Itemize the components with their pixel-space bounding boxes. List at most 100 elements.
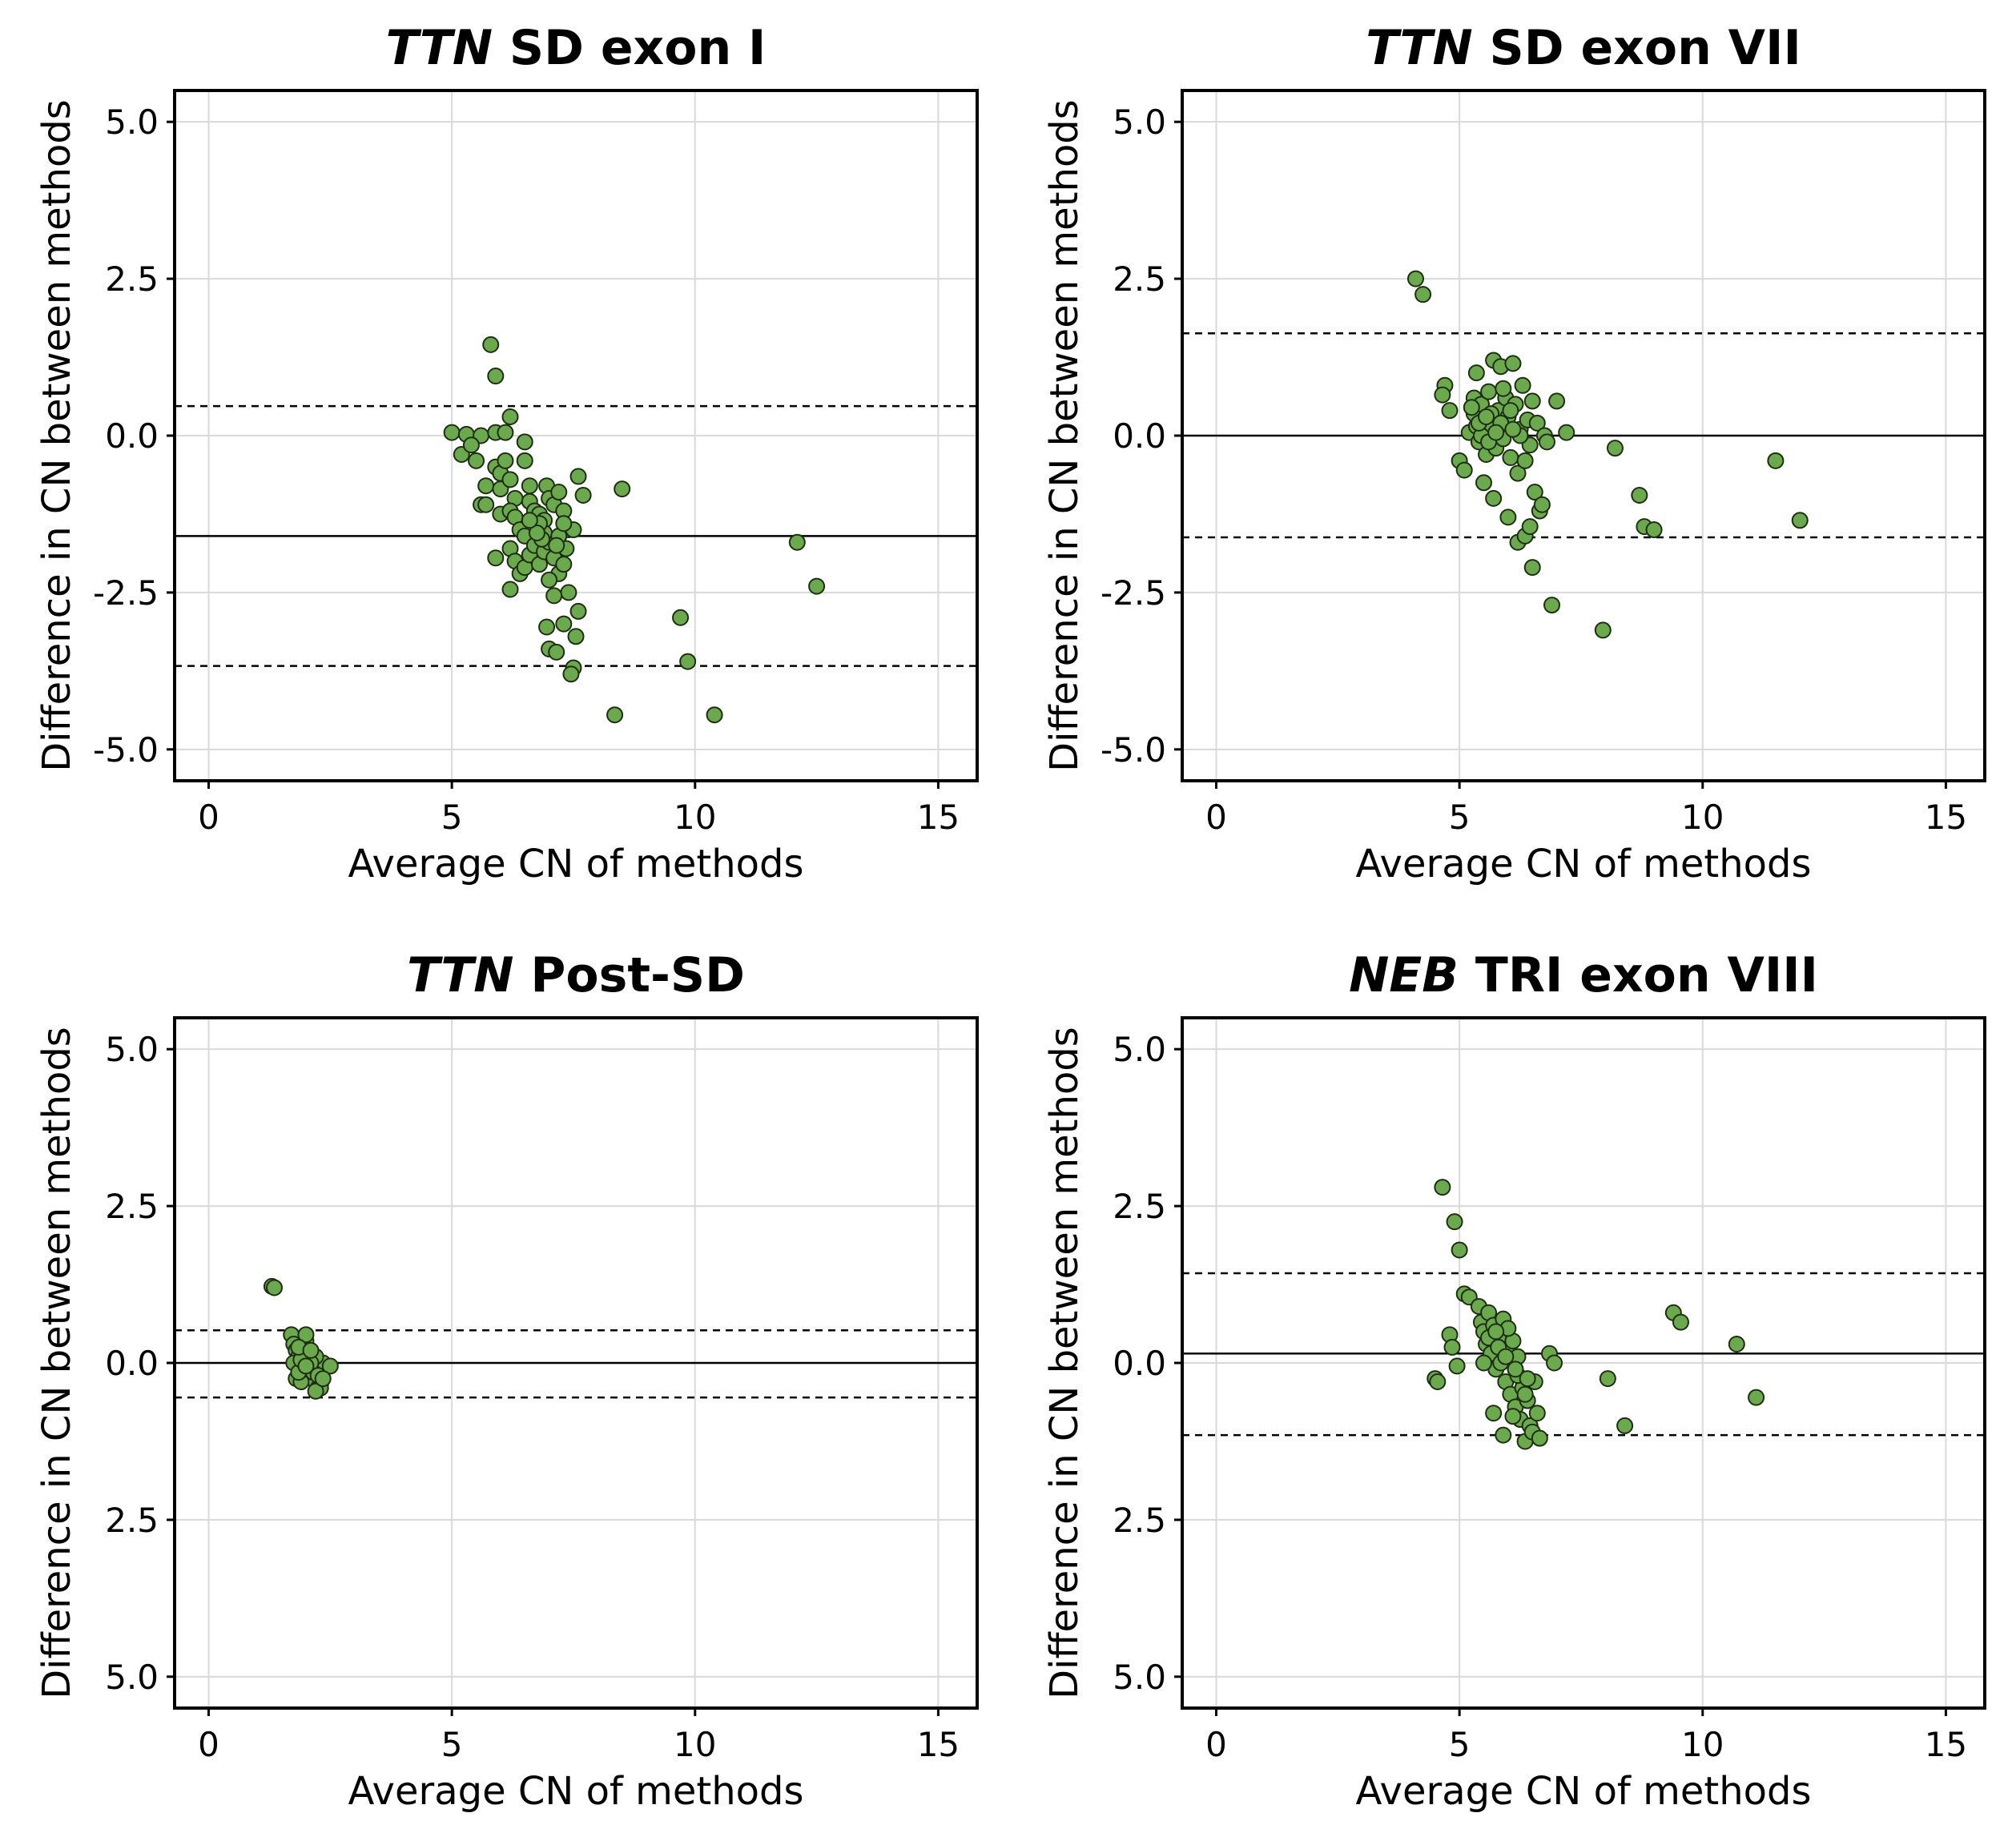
data-point bbox=[1443, 1338, 1461, 1356]
x-axis-label: Average CN of methods bbox=[348, 842, 804, 886]
data-point bbox=[521, 477, 538, 495]
y-tick-label: 0.0 bbox=[105, 1344, 159, 1383]
data-point bbox=[1594, 621, 1612, 639]
data-point bbox=[1767, 452, 1785, 469]
data-point bbox=[1791, 512, 1809, 529]
chart-title-gene: NEB bbox=[1349, 947, 1459, 1003]
data-point bbox=[1502, 402, 1519, 420]
data-point bbox=[497, 424, 514, 441]
data-point bbox=[1528, 414, 1546, 432]
data-point bbox=[1414, 286, 1432, 303]
data-point bbox=[521, 512, 538, 529]
data-point bbox=[1495, 380, 1512, 397]
y-tick-label: 5.0 bbox=[1113, 103, 1166, 142]
data-point bbox=[1631, 486, 1648, 504]
chart-panel-1: 0 5 10 15 5.0 2.5 0.0 -2.5 -5.0 TTN SD exon I Aver… bbox=[34, 20, 979, 886]
y-tick-label: 2.5 bbox=[1113, 259, 1166, 299]
y-axis-label: Difference in CN between methods bbox=[1042, 1027, 1087, 1699]
data-point bbox=[1514, 376, 1531, 394]
data-point bbox=[314, 1370, 332, 1388]
y-tick-label: 0.0 bbox=[1113, 1344, 1166, 1383]
chart-title-region: SD exon I bbox=[493, 20, 766, 76]
x-tick-label: 0 bbox=[198, 1725, 219, 1764]
data-point bbox=[528, 524, 545, 541]
y-tick-label: 0.0 bbox=[1113, 416, 1166, 456]
data-point bbox=[482, 336, 500, 353]
data-point bbox=[1434, 1179, 1451, 1196]
data-point bbox=[307, 1382, 324, 1400]
data-point bbox=[538, 618, 556, 636]
data-point bbox=[1748, 1389, 1765, 1406]
data-point bbox=[501, 581, 519, 598]
data-point bbox=[468, 452, 485, 469]
data-point bbox=[1478, 408, 1495, 425]
data-point bbox=[1728, 1335, 1745, 1353]
chart-panel-3: 0 5 10 15 5.0 2.5 0.0 2.5 5.0 TTN Post-SD Average … bbox=[34, 947, 979, 1814]
chart-title: TTN SD exon VII bbox=[1366, 20, 1801, 76]
data-point bbox=[555, 556, 573, 573]
y-tick-label: 2.5 bbox=[105, 259, 159, 299]
data-point bbox=[1480, 383, 1498, 400]
y-tick-label: 5.0 bbox=[1113, 1030, 1166, 1069]
data-point bbox=[1504, 420, 1522, 438]
data-point bbox=[516, 433, 533, 451]
data-point bbox=[1434, 386, 1451, 404]
data-point bbox=[297, 1326, 315, 1344]
data-point bbox=[1485, 489, 1503, 507]
data-point bbox=[1487, 424, 1505, 441]
y-tick-label: 2.5 bbox=[1113, 1187, 1166, 1226]
y-tick-label: -5.0 bbox=[1101, 730, 1166, 770]
data-point bbox=[560, 584, 577, 601]
x-axis-label: Average CN of methods bbox=[1356, 842, 1812, 886]
data-point bbox=[1548, 392, 1566, 410]
chart-title: TTN SD exon I bbox=[386, 20, 767, 76]
x-tick-label: 0 bbox=[1205, 798, 1227, 837]
y-tick-label: 2.5 bbox=[1113, 1501, 1166, 1540]
data-point bbox=[545, 587, 563, 605]
y-tick-label: 5.0 bbox=[105, 1658, 159, 1697]
data-point bbox=[555, 615, 573, 633]
x-tick-label: 15 bbox=[917, 1725, 960, 1764]
data-point bbox=[614, 480, 631, 498]
data-point bbox=[462, 436, 480, 454]
data-point bbox=[477, 477, 495, 495]
chart-title-region: TRI exon VIII bbox=[1459, 947, 1818, 1003]
data-point bbox=[1497, 1348, 1515, 1365]
data-point bbox=[477, 496, 495, 513]
data-point bbox=[321, 1357, 339, 1375]
chart-panel-4: 0 5 10 15 5.0 2.5 0.0 2.5 5.0 NEB TRI exon VIII Av… bbox=[1042, 947, 1986, 1814]
data-point bbox=[706, 706, 723, 724]
data-point bbox=[1516, 1385, 1534, 1403]
chart-panel-2: 0 5 10 15 5.0 2.5 0.0 -2.5 -5.0 TTN SD exon VII Av… bbox=[1042, 20, 1986, 886]
data-point bbox=[1502, 448, 1519, 466]
data-point bbox=[516, 452, 533, 469]
data-point bbox=[1467, 364, 1485, 382]
data-point bbox=[1606, 440, 1624, 457]
chart-title-region: Post-SD bbox=[514, 947, 745, 1003]
data-point bbox=[548, 537, 565, 554]
data-point bbox=[1429, 1373, 1447, 1391]
y-tick-label: 2.5 bbox=[105, 1187, 159, 1226]
x-tick-label: 5 bbox=[441, 1725, 463, 1764]
x-tick-label: 15 bbox=[1925, 1725, 1967, 1764]
data-point bbox=[1645, 521, 1663, 539]
data-point bbox=[1504, 1408, 1522, 1425]
y-tick-label: 5.0 bbox=[105, 103, 159, 142]
data-point bbox=[679, 653, 697, 670]
y-tick-label: -2.5 bbox=[1101, 573, 1166, 613]
data-point bbox=[1526, 484, 1543, 501]
x-tick-label: 5 bbox=[441, 798, 463, 837]
data-point bbox=[1519, 1370, 1536, 1388]
chart-title-region: SD exon VII bbox=[1473, 20, 1801, 76]
data-point bbox=[1528, 1405, 1546, 1422]
x-tick-label: 0 bbox=[1205, 1725, 1227, 1764]
data-point bbox=[1599, 1370, 1616, 1388]
data-point bbox=[487, 549, 505, 567]
data-point bbox=[1463, 399, 1480, 416]
data-point bbox=[501, 408, 519, 425]
data-point bbox=[569, 468, 587, 485]
chart-title-gene: TTN bbox=[1366, 20, 1472, 76]
data-point bbox=[1516, 452, 1534, 469]
data-point bbox=[443, 424, 461, 441]
